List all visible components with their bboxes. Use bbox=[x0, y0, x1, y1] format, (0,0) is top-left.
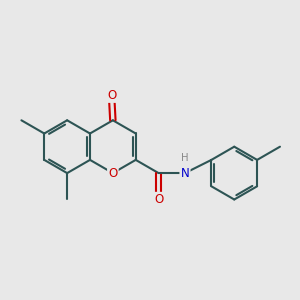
Text: O: O bbox=[154, 193, 163, 206]
Text: N: N bbox=[181, 167, 189, 180]
Text: H: H bbox=[181, 154, 189, 164]
Text: O: O bbox=[108, 167, 118, 180]
Text: O: O bbox=[107, 89, 116, 102]
